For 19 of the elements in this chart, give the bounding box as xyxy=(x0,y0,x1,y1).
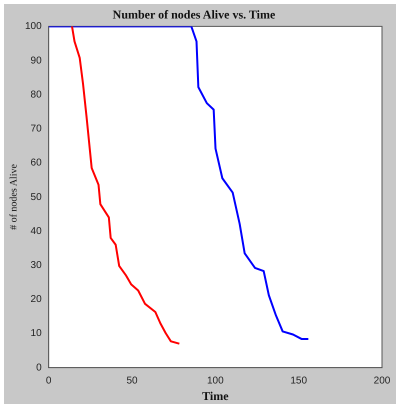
y-tick-label: 0 xyxy=(36,362,42,374)
x-tick-label: 100 xyxy=(207,375,224,386)
y-tick-label: 70 xyxy=(30,124,42,135)
y-tick-label: 40 xyxy=(30,226,42,237)
y-tick-label: 100 xyxy=(24,21,42,32)
x-tick-label: 150 xyxy=(290,375,308,386)
y-tick-label: 50 xyxy=(30,192,42,203)
y-tick-label: 10 xyxy=(30,328,42,340)
y-tick-label: 80 xyxy=(30,89,42,100)
x-tick-label: 200 xyxy=(374,375,391,386)
x-tick-label: 0 xyxy=(46,375,52,386)
y-tick-label: 30 xyxy=(30,260,42,271)
y-tick-label: 60 xyxy=(30,158,42,169)
y-tick-label: 90 xyxy=(30,55,42,66)
y-axis-title: # of nodes Alive xyxy=(8,164,20,230)
x-axis-title: Time xyxy=(202,388,230,403)
y-tick-label: 20 xyxy=(30,294,42,306)
chart-title: Number of nodes Alive vs. Time xyxy=(112,7,276,22)
x-tick-label: 50 xyxy=(126,375,138,386)
